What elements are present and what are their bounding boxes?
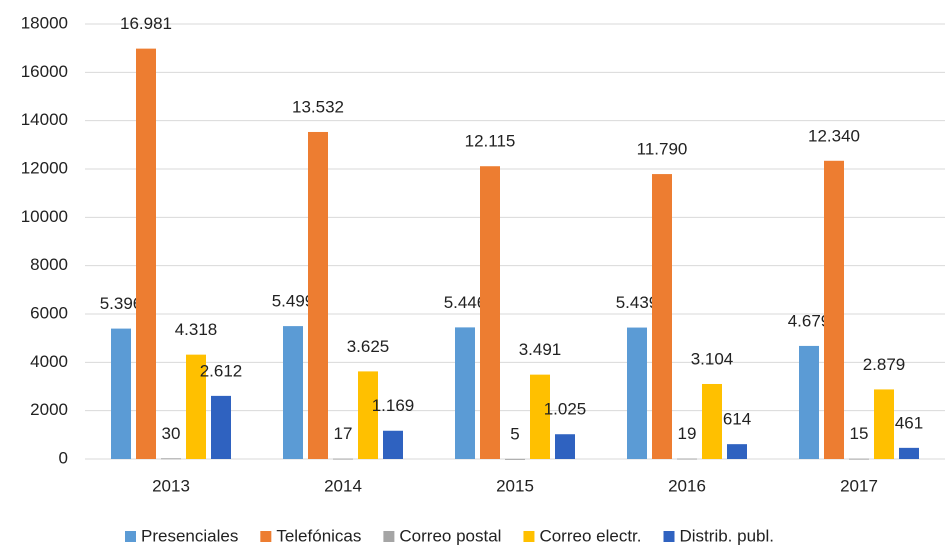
bar: [555, 434, 575, 459]
value-label: 3.625: [347, 337, 390, 356]
bar: [161, 458, 181, 460]
value-label: 5.446: [444, 293, 487, 312]
bar: [186, 354, 206, 459]
bar: [333, 458, 353, 460]
value-label: 5.439: [616, 293, 659, 312]
bar: [849, 458, 869, 460]
value-label: 3.104: [691, 349, 734, 368]
value-label: 2.612: [200, 361, 243, 380]
legend-label: Correo postal: [399, 526, 501, 545]
legend-swatch: [260, 531, 272, 542]
value-label: 4.679: [788, 311, 831, 330]
value-label: 4.318: [175, 320, 218, 339]
value-label: 13.532: [292, 97, 344, 116]
value-label: 614: [723, 410, 751, 429]
value-label: 2.879: [863, 355, 906, 374]
bar: [358, 371, 378, 459]
bar: [799, 345, 819, 459]
x-tick-label: 2016: [668, 476, 706, 495]
value-label: 17: [334, 424, 353, 443]
value-label: 15: [850, 424, 869, 443]
bar: [283, 326, 303, 459]
legend-swatch: [523, 531, 535, 542]
value-label: 5.396: [100, 294, 143, 313]
x-tick-label: 2017: [840, 476, 878, 495]
bar: [111, 328, 131, 459]
value-label: 16.981: [120, 14, 172, 33]
value-label: 5.499: [272, 292, 315, 311]
value-label: 12.340: [808, 126, 860, 145]
bar: [627, 327, 647, 459]
legend-label: Presenciales: [141, 526, 238, 545]
bar: [727, 444, 747, 459]
legend-swatch: [663, 531, 675, 542]
bar: [874, 389, 894, 459]
bar: [211, 395, 231, 459]
legend-label: Telefónicas: [276, 526, 361, 545]
bar: [652, 174, 672, 459]
bar: [899, 447, 919, 459]
bar: [308, 131, 328, 459]
value-label: 1.169: [372, 396, 415, 415]
value-label: 11.790: [637, 140, 688, 159]
legend-swatch: [125, 531, 136, 542]
y-tick-label: 6000: [30, 303, 68, 322]
bar: [383, 430, 403, 459]
x-tick-label: 2013: [152, 476, 190, 495]
value-label: 461: [895, 413, 923, 432]
bar: [136, 48, 156, 460]
x-tick-label: 2014: [324, 476, 362, 495]
bar: [455, 327, 475, 459]
value-label: 1.025: [544, 400, 587, 419]
y-tick-label: 10000: [21, 207, 68, 226]
bar: [480, 166, 500, 460]
y-tick-label: 18000: [21, 13, 68, 32]
value-label: 12.115: [465, 132, 516, 151]
x-tick-label: 2015: [496, 476, 534, 495]
y-tick-label: 2000: [30, 400, 68, 419]
value-label: 19: [678, 424, 697, 443]
y-tick-label: 4000: [30, 352, 68, 371]
y-tick-label: 12000: [21, 158, 68, 177]
bar: [677, 458, 697, 460]
legend-swatch: [383, 531, 395, 542]
bar: [530, 374, 550, 459]
bar: [702, 383, 722, 459]
value-label: 5: [510, 424, 519, 443]
y-tick-label: 0: [59, 448, 68, 467]
bar: [824, 160, 844, 460]
value-label: 30: [162, 424, 181, 443]
legend-label: Correo electr.: [539, 526, 641, 545]
y-tick-label: 8000: [30, 255, 68, 274]
bar: [505, 458, 525, 460]
value-label: 3.491: [519, 340, 562, 359]
legend-label: Distrib. publ.: [680, 526, 774, 545]
y-tick-label: 14000: [21, 110, 68, 129]
y-tick-label: 16000: [21, 62, 68, 81]
